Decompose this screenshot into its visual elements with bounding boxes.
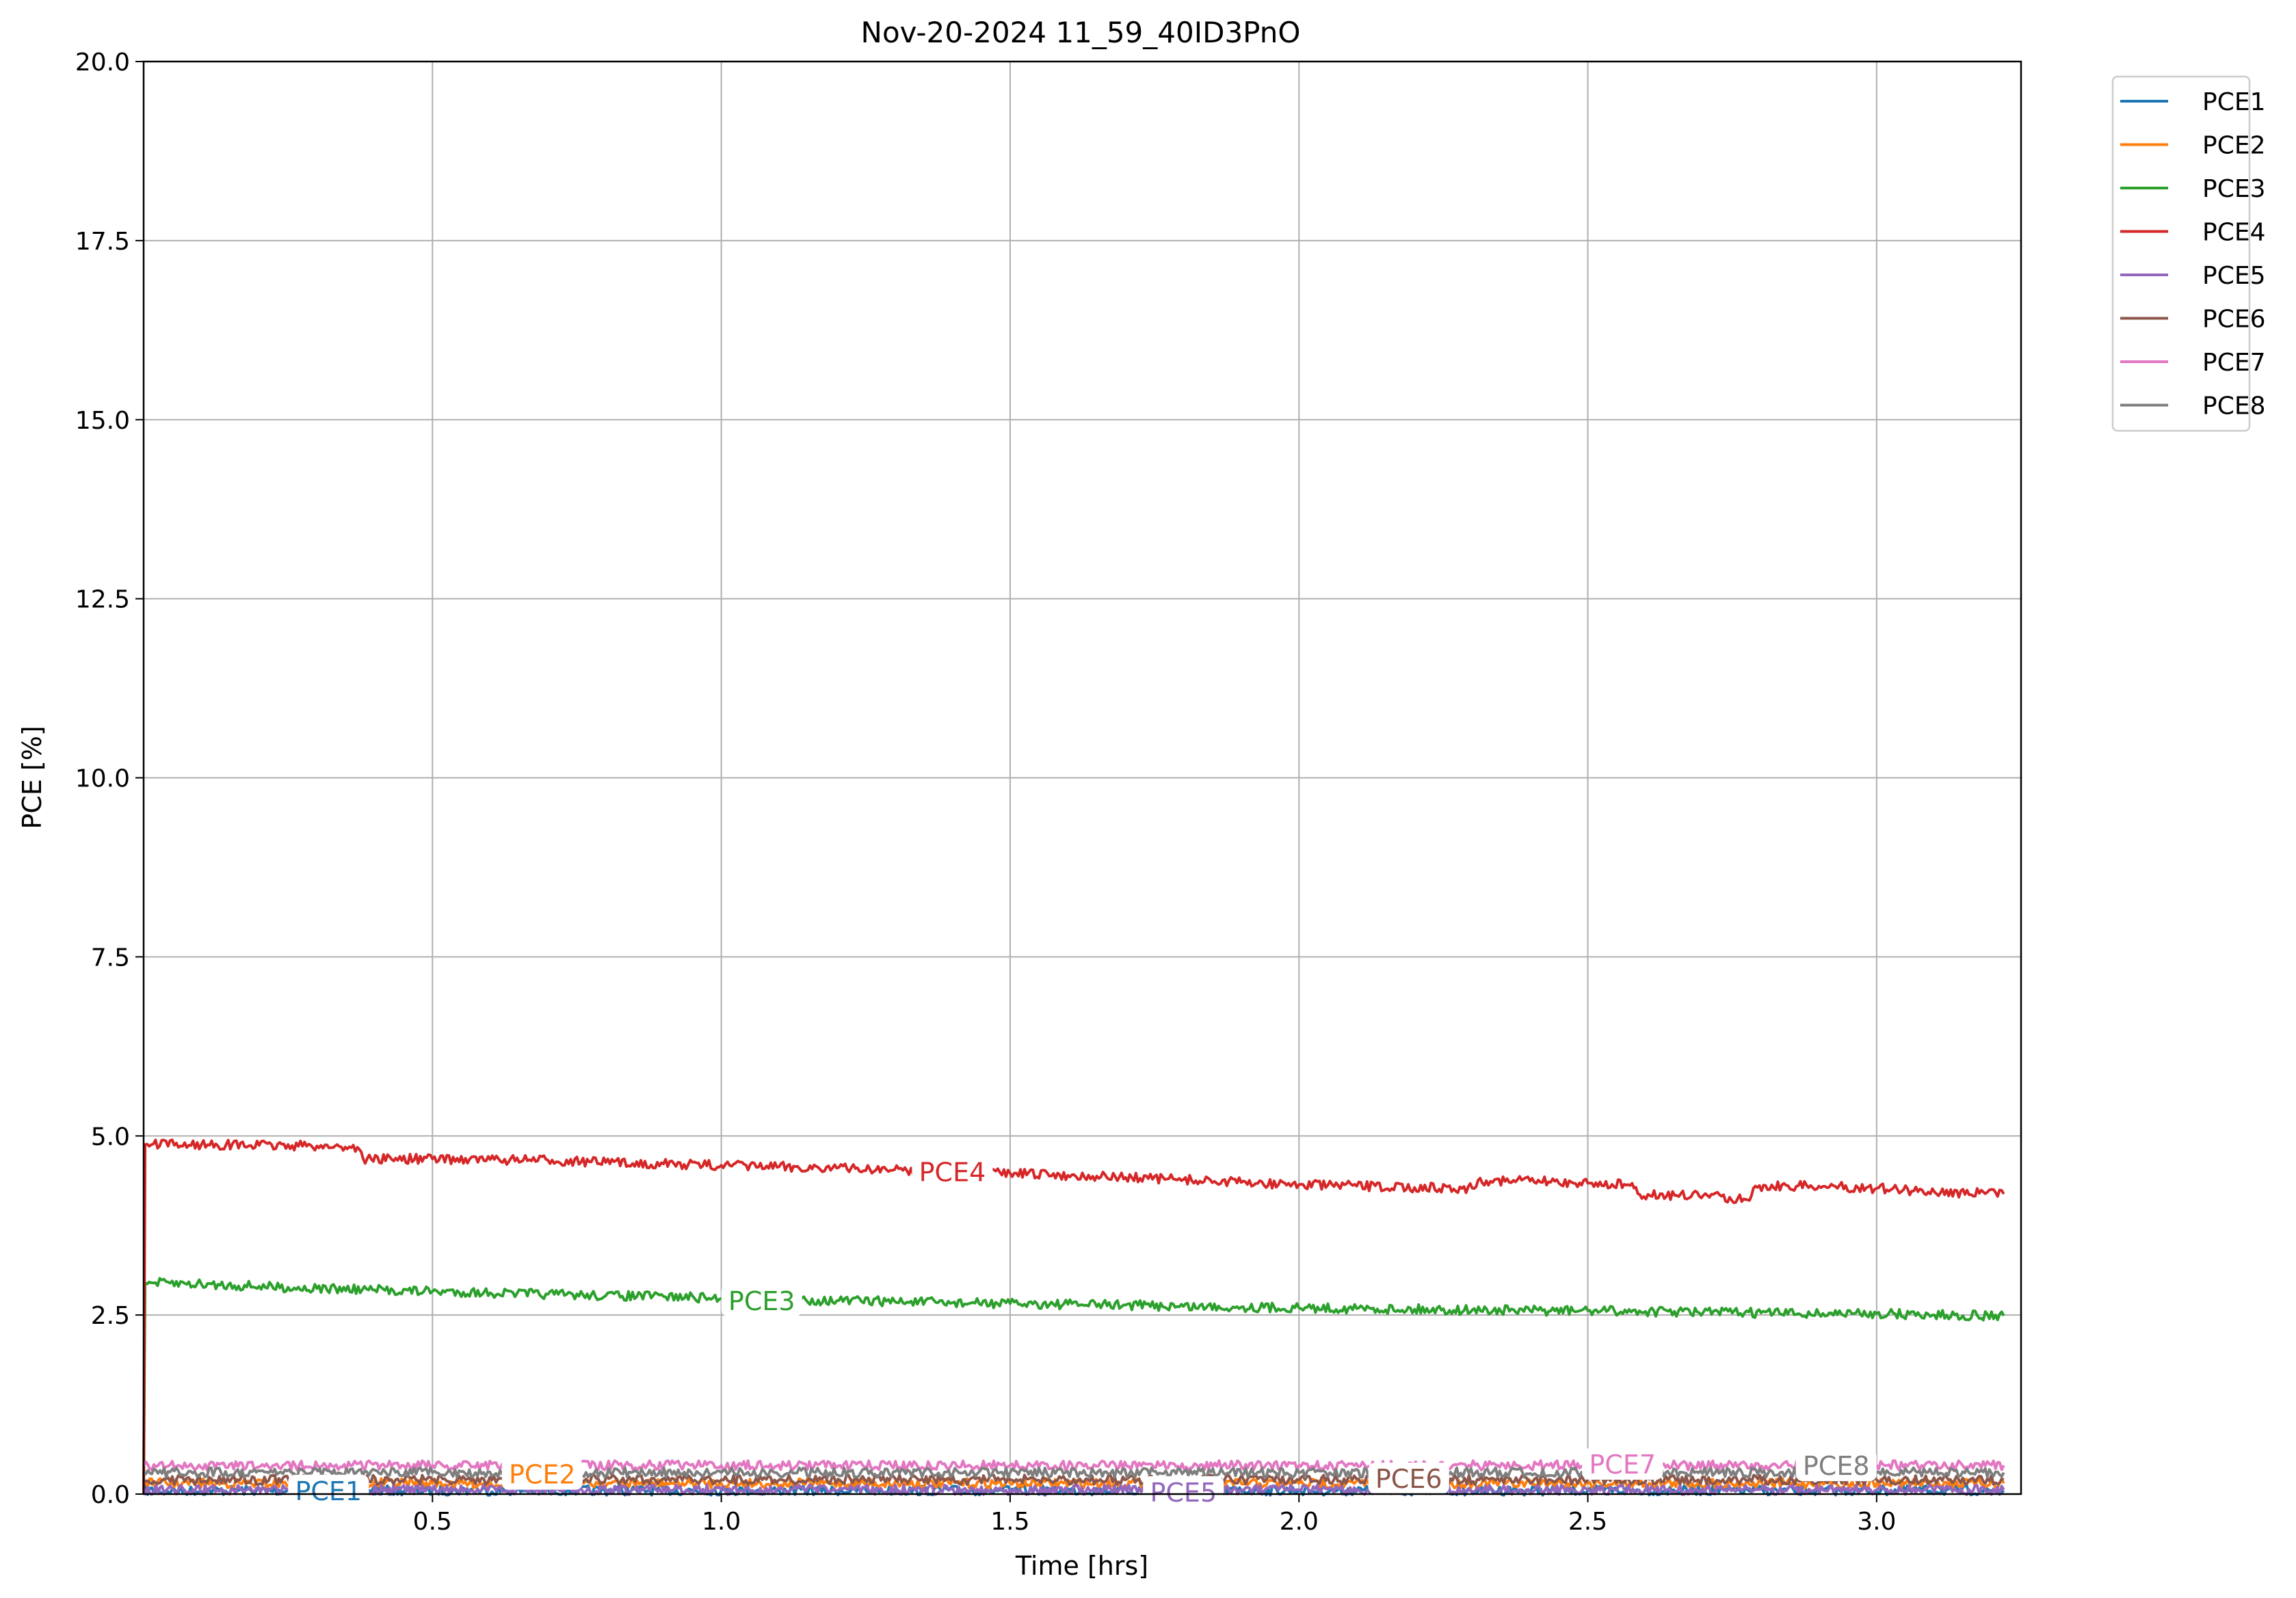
x-axis-label: Time [hrs] bbox=[1015, 1551, 1148, 1581]
chart-title: Nov-20-2024 11_59_40ID3PnO bbox=[861, 16, 1301, 49]
inline-label-pce7: PCE7 bbox=[1589, 1450, 1656, 1480]
y-tick-label: 10.0 bbox=[75, 765, 130, 793]
inline-label-pce4: PCE4 bbox=[919, 1158, 986, 1188]
inline-label-pce8: PCE8 bbox=[1803, 1451, 1870, 1481]
inline-label-bg bbox=[1143, 1476, 1224, 1508]
legend-label-pce7: PCE7 bbox=[2202, 349, 2266, 377]
legend-label-pce3: PCE3 bbox=[2202, 175, 2266, 203]
inline-label-bg bbox=[1582, 1448, 1663, 1480]
inline-label-pce5: PCE5 bbox=[1150, 1478, 1217, 1508]
y-tick-label: 2.5 bbox=[91, 1302, 130, 1330]
y-tick-label: 7.5 bbox=[91, 944, 130, 972]
axis-ticks-layer: 0.5 1.0 1.5 2.0 2.5 3.0 0.0 2.5 5.0 7.5 10.0 12.5 15… bbox=[75, 49, 1897, 1536]
inline-label-bg bbox=[288, 1474, 369, 1506]
series-line-pce5 bbox=[142, 1483, 2005, 1496]
x-tick-label: 0.5 bbox=[413, 1508, 452, 1536]
legend-frame bbox=[2111, 75, 2251, 432]
y-tick-label: 0.0 bbox=[91, 1481, 130, 1509]
inline-label-pce2: PCE2 bbox=[509, 1460, 576, 1490]
x-tick-label: 2.5 bbox=[1568, 1508, 1607, 1536]
legend-label-pce2: PCE2 bbox=[2202, 132, 2266, 160]
y-tick-label: 17.5 bbox=[75, 228, 130, 256]
y-tick-label: 20.0 bbox=[75, 49, 130, 77]
series-line-pce3 bbox=[142, 1277, 2005, 1495]
y-tick-label: 12.5 bbox=[75, 586, 130, 614]
x-tick-label: 1.5 bbox=[990, 1508, 1029, 1536]
x-tick-label: 3.0 bbox=[1857, 1508, 1896, 1536]
y-tick-label: 15.0 bbox=[75, 407, 130, 435]
legend-label-pce5: PCE5 bbox=[2202, 262, 2266, 290]
inline-label-pce1: PCE1 bbox=[295, 1476, 362, 1506]
legend-label-pce1: PCE1 bbox=[2202, 88, 2266, 116]
series-line-pce6 bbox=[142, 1474, 2005, 1486]
x-tick-label: 2.0 bbox=[1280, 1508, 1319, 1536]
legend: PCE1 PCE2 PCE3 PCE4 PCE5 PCE6 PCE7 PCE8 bbox=[2111, 75, 2266, 432]
series-layer bbox=[142, 1138, 2005, 1497]
inline-label-bg bbox=[912, 1156, 993, 1188]
legend-label-pce4: PCE4 bbox=[2202, 219, 2266, 247]
inline-labels-layer: PCE1 PCE2 PCE3 PCE4 PCE5 PCE6 PCE7 PCE8 bbox=[288, 1156, 1877, 1508]
inline-label-pce3: PCE3 bbox=[728, 1286, 795, 1316]
inline-label-bg bbox=[501, 1458, 583, 1490]
inline-label-bg bbox=[721, 1285, 802, 1317]
series-line-pce4 bbox=[142, 1138, 2005, 1495]
y-axis-label: PCE [%] bbox=[17, 725, 47, 829]
legend-label-pce6: PCE6 bbox=[2202, 306, 2266, 334]
inline-label-pce6: PCE6 bbox=[1375, 1464, 1442, 1494]
inline-label-bg bbox=[1795, 1450, 1877, 1482]
inline-label-bg bbox=[1368, 1462, 1449, 1494]
y-tick-label: 5.0 bbox=[91, 1123, 130, 1151]
grid-layer bbox=[144, 61, 2021, 1495]
legend-label-pce8: PCE8 bbox=[2202, 392, 2266, 421]
x-tick-label: 1.0 bbox=[702, 1508, 741, 1536]
series-line-pce8 bbox=[142, 1466, 2005, 1479]
legend-items: PCE1 PCE2 PCE3 PCE4 PCE5 PCE6 PCE7 PCE8 bbox=[2120, 88, 2266, 421]
